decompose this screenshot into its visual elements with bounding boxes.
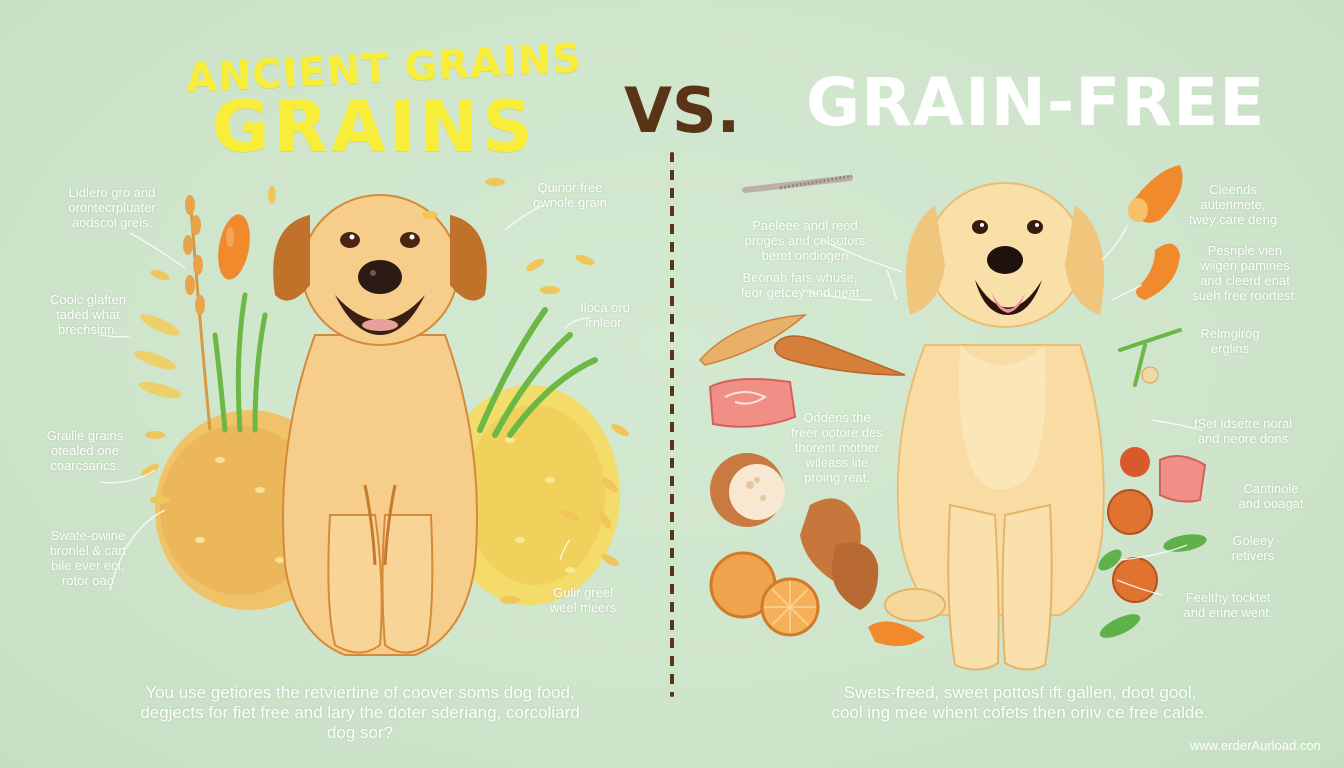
right-caption: Swets-freed, sweet pottosf ift gallen, d…	[831, 683, 1209, 722]
right-label-6: Relmgirog erglins	[1200, 326, 1260, 356]
labrador-dog-illustration	[273, 194, 487, 656]
right-label-4: Cleends autenmete, twey care deng	[1188, 182, 1278, 227]
callout-arrows-left	[0, 0, 672, 768]
right-label-2: Beonah fars whuse, feor getcey and neat	[740, 270, 860, 300]
orange-slice-icon	[709, 551, 820, 637]
sweet-potato-chunk-icon	[800, 498, 879, 610]
wheat-stalk-icon	[134, 194, 268, 433]
sweet-potato-slice-icon	[710, 453, 785, 527]
right-label-8: Cantinole and ooagat	[1238, 481, 1304, 511]
right-label-5: Pesnple vien wiigen pamines and cleerd e…	[1192, 243, 1298, 303]
right-label-1: Paeleee andl reod proges and colsotors b…	[744, 218, 866, 263]
callout-arrows-right	[801, 224, 1203, 596]
leaf-icon	[477, 307, 598, 438]
meat-slice-icon	[708, 377, 797, 428]
left-label-6: Iloca ord lrnleor.	[580, 300, 630, 330]
right-label-9: Goleey retivers	[1231, 533, 1275, 563]
left-label-2: Coolc glaften taded what brechsign.	[50, 292, 126, 337]
sweet-potato-icon	[698, 314, 906, 376]
left-label-3: Grailie grains otealed one coarcsarics.	[46, 428, 124, 473]
right-produce-icons	[1098, 165, 1207, 638]
golden-retriever-illustration	[884, 182, 1105, 671]
footer-url: www.erderAurload.con	[1190, 738, 1321, 753]
left-label-1: Lidlero gro and orontecrpluater aodscol …	[68, 185, 156, 230]
left-label-7: Gulir greel weel meers	[549, 585, 617, 615]
bone-brush-icon	[742, 174, 853, 193]
right-label-7: fSet idsetre noral and neore dons	[1193, 416, 1293, 446]
right-label-10: Feelthy tocktet and erine went.	[1183, 590, 1273, 620]
scattered-grains-icon	[141, 178, 629, 608]
left-label-4: Swate-owine bronlel & cart bile ever ect…	[49, 528, 127, 588]
center-divider	[670, 152, 674, 697]
carrot-icon	[218, 214, 250, 280]
left-label-5: Quinor free ownole grain	[533, 180, 607, 210]
left-title-line2: GRAINS	[212, 86, 537, 168]
vs-heading: VS.	[624, 74, 741, 147]
carrot-piece-icon	[868, 621, 925, 646]
right-label-3: Oddens the freer ootore des thorent moth…	[791, 410, 883, 485]
right-title: GRAIN-FREE	[806, 64, 1266, 141]
left-caption: You use getiores the retviertine of coov…	[140, 683, 580, 742]
